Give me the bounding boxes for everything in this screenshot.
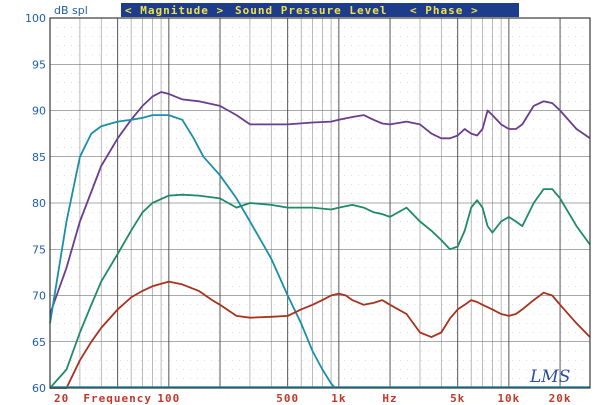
y-tick-label: 85 <box>32 151 46 164</box>
x-tick-label: Hz <box>382 392 397 405</box>
x-tick-label: 20 <box>54 392 69 405</box>
banner-title: Sound Pressure Level <box>235 4 387 17</box>
x-tick-label: 10k <box>497 392 520 405</box>
x-axis-label: Frequency <box>83 392 152 405</box>
series-line-4 <box>50 280 591 389</box>
x-tick-label: 1k <box>331 392 346 405</box>
series-line-1 <box>49 91 591 315</box>
y-tick-label: 70 <box>32 290 46 303</box>
y-tick-label: 95 <box>32 58 46 71</box>
x-tick-label: 20k <box>549 392 572 405</box>
series-line-2 <box>49 114 336 389</box>
y-tick-label: 60 <box>32 382 46 395</box>
y-ticks: 100 95 90 85 80 75 70 65 60 <box>25 12 46 395</box>
banner-phase: < Phase > <box>410 4 479 17</box>
series-layer <box>49 91 591 389</box>
banner-magnitude: < Magnitude > <box>125 4 224 17</box>
banner <box>121 3 519 17</box>
x-ticks: 20 100 500 1k Hz 5k 10k 20k Frequency <box>54 392 572 405</box>
y-tick-label: 80 <box>32 197 46 210</box>
plot-frame <box>49 17 591 389</box>
y-tick-label: 65 <box>32 336 46 349</box>
y-tick-label: 75 <box>32 243 46 256</box>
x-tick-label: 100 <box>157 392 180 405</box>
x-tick-label: 5k <box>450 392 465 405</box>
y-tick-label: 90 <box>32 105 46 118</box>
y-tick-label: 100 <box>25 12 46 25</box>
lms-logo: LMS <box>529 367 570 387</box>
series-line-3 <box>49 188 591 389</box>
x-tick-label: 500 <box>276 392 299 405</box>
y-axis-label: dB spl <box>54 4 88 17</box>
